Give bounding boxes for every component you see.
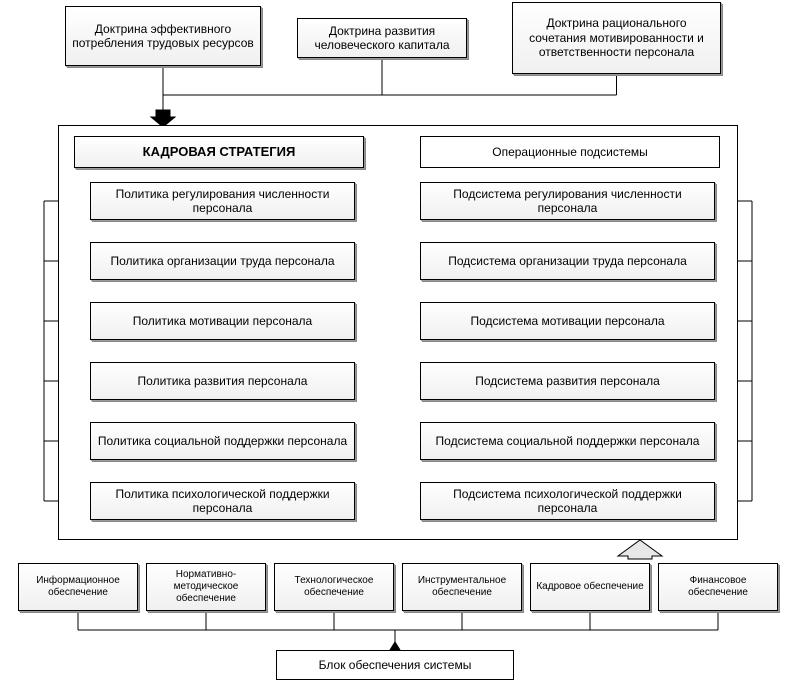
diagram-box: КАДРОВАЯ СТРАТЕГИЯ <box>74 136 364 168</box>
diagram-box: Блок обеспечения системы <box>276 650 514 680</box>
diagram-box: Инструментальное обеспечение <box>402 563 522 611</box>
diagram-box: Политика мотивации персонала <box>90 302 355 340</box>
diagram-box: Политика развития персонала <box>90 362 355 400</box>
diagram-box: Политика психологической поддержки персо… <box>90 482 355 520</box>
diagram-box: Подсистема мотивации персонала <box>420 302 715 340</box>
diagram-box: Операционные подсистемы <box>420 136 720 168</box>
diagram-box: Подсистема социальной поддержки персонал… <box>420 422 715 460</box>
diagram-box: Доктрина эффективного потребления трудов… <box>65 6 261 66</box>
diagram-box: Подсистема психологической поддержки пер… <box>420 482 715 520</box>
diagram-box: Подсистема регулирования численности пер… <box>420 182 715 220</box>
diagram-box: Доктрина рационального сочетания мотивир… <box>512 2 721 74</box>
diagram-box: Политика регулирования численности персо… <box>90 182 355 220</box>
diagram-box: Информационное обеспечение <box>18 563 138 611</box>
diagram-box: Подсистема развития персонала <box>420 362 715 400</box>
diagram-box: Политика организации труда персонала <box>90 242 355 280</box>
diagram-box: Технологическое обеспечение <box>274 563 394 611</box>
diagram-box: Финансовое обеспечение <box>658 563 778 611</box>
diagram-box: Подсистема организации труда персонала <box>420 242 715 280</box>
diagram-box: Доктрина развития человеческого капитала <box>297 18 467 58</box>
diagram-box: Политика социальной поддержки персонала <box>90 422 355 460</box>
diagram-box: Кадровое обеспечение <box>530 563 650 611</box>
diagram-box: Нормативно-методическое обеспечение <box>146 563 266 611</box>
